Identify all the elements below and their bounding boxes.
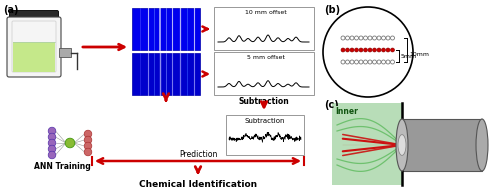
Text: 5mm: 5mm [401,53,417,59]
Bar [132,53,200,95]
Circle shape [48,127,56,135]
FancyBboxPatch shape [7,17,61,77]
Bar [332,103,402,185]
Circle shape [346,48,349,52]
FancyBboxPatch shape [9,10,58,22]
Circle shape [377,48,381,52]
Circle shape [48,133,56,141]
Text: Inner: Inner [335,107,358,116]
Text: (a): (a) [3,5,18,15]
Circle shape [363,48,367,52]
Ellipse shape [396,119,408,171]
Text: 5 mm offset: 5 mm offset [247,55,285,60]
Text: (b): (b) [324,5,340,15]
Text: Chemical Identification: Chemical Identification [139,180,257,187]
Circle shape [359,48,363,52]
Circle shape [386,48,390,52]
Text: 10 mm offset: 10 mm offset [245,10,287,15]
Circle shape [354,48,358,52]
Circle shape [368,48,372,52]
Circle shape [48,139,56,147]
Circle shape [341,48,345,52]
Circle shape [323,7,413,97]
Ellipse shape [476,119,488,171]
Circle shape [84,142,92,150]
Bar [226,115,304,155]
FancyBboxPatch shape [13,42,55,72]
Bar [59,48,71,57]
Text: Subtraction: Subtraction [239,97,290,106]
Text: Prediction: Prediction [179,150,217,159]
Bar [214,7,314,50]
Text: 10mm: 10mm [409,51,429,56]
Text: Subtraction: Subtraction [245,118,285,124]
Bar [132,8,200,50]
Bar [402,119,482,171]
Text: (c): (c) [324,100,339,110]
Circle shape [84,130,92,138]
Circle shape [48,145,56,153]
Bar [214,52,314,95]
Ellipse shape [398,135,406,155]
Circle shape [350,48,354,52]
Circle shape [391,48,395,52]
Circle shape [84,136,92,144]
Text: ANN Training: ANN Training [34,162,91,171]
Circle shape [65,138,75,148]
Circle shape [382,48,386,52]
Circle shape [373,48,377,52]
Circle shape [84,148,92,156]
Circle shape [48,151,56,159]
